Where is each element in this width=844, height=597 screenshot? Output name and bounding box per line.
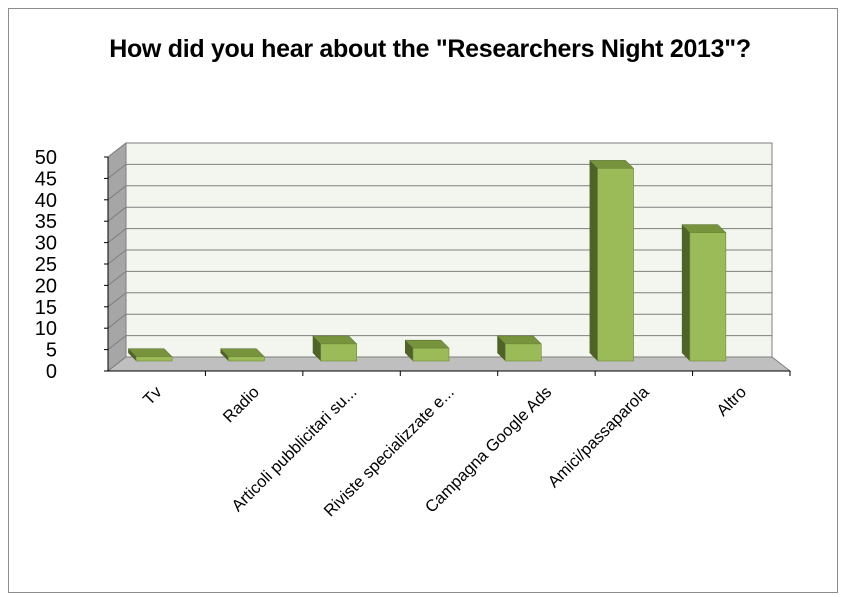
bar-side xyxy=(405,340,413,361)
gridline-side xyxy=(107,228,127,243)
gridline-side xyxy=(107,313,127,329)
bar-top xyxy=(127,348,173,357)
bar-top xyxy=(219,348,266,357)
bar xyxy=(504,343,542,362)
y-tick-label: 25 xyxy=(35,254,57,276)
bar-side xyxy=(681,224,690,361)
bar-top xyxy=(312,335,358,345)
bar xyxy=(228,356,265,362)
y-tick-label: 10 xyxy=(35,318,57,340)
bar xyxy=(135,356,173,362)
bar-side xyxy=(128,348,137,361)
bar xyxy=(412,347,450,362)
x-tick-label: Tv xyxy=(140,383,166,409)
x-tick-label: Altro xyxy=(713,383,750,420)
gridline-side xyxy=(107,164,127,179)
bar xyxy=(320,343,358,362)
gridline-side xyxy=(107,142,127,158)
y-tick-label: 5 xyxy=(46,340,57,362)
gridline-side xyxy=(107,271,127,286)
bar xyxy=(597,168,634,362)
x-tick-label: Amici/passaparola xyxy=(545,383,654,492)
y-tick-label: 50 xyxy=(35,147,57,169)
y-tick-label: 45 xyxy=(35,168,57,190)
bar-top xyxy=(681,224,727,233)
gridline-side xyxy=(107,292,127,308)
y-tick-label: 0 xyxy=(46,361,57,383)
y-tick-label: 35 xyxy=(35,211,57,233)
bar-side xyxy=(220,348,229,361)
y-tick-label: 20 xyxy=(35,275,57,297)
bar-top xyxy=(496,335,542,345)
chart-title: How did you hear about the "Researchers … xyxy=(109,35,751,63)
chart-walls xyxy=(107,141,773,373)
gridline-side xyxy=(107,249,127,265)
bar-top xyxy=(588,160,635,169)
y-tick-label: 30 xyxy=(35,233,57,255)
gridline-side xyxy=(107,335,127,350)
gridline-side xyxy=(107,206,127,222)
x-tick-label: Radio xyxy=(220,383,263,426)
bar-side xyxy=(589,160,598,361)
chart-gridlines xyxy=(107,142,772,372)
gridline-side xyxy=(107,185,127,201)
bar xyxy=(689,232,727,362)
bar-top xyxy=(404,339,450,349)
chart-bars xyxy=(127,160,727,362)
y-tick-label: 15 xyxy=(35,297,57,319)
y-tick-label: 40 xyxy=(35,190,57,212)
